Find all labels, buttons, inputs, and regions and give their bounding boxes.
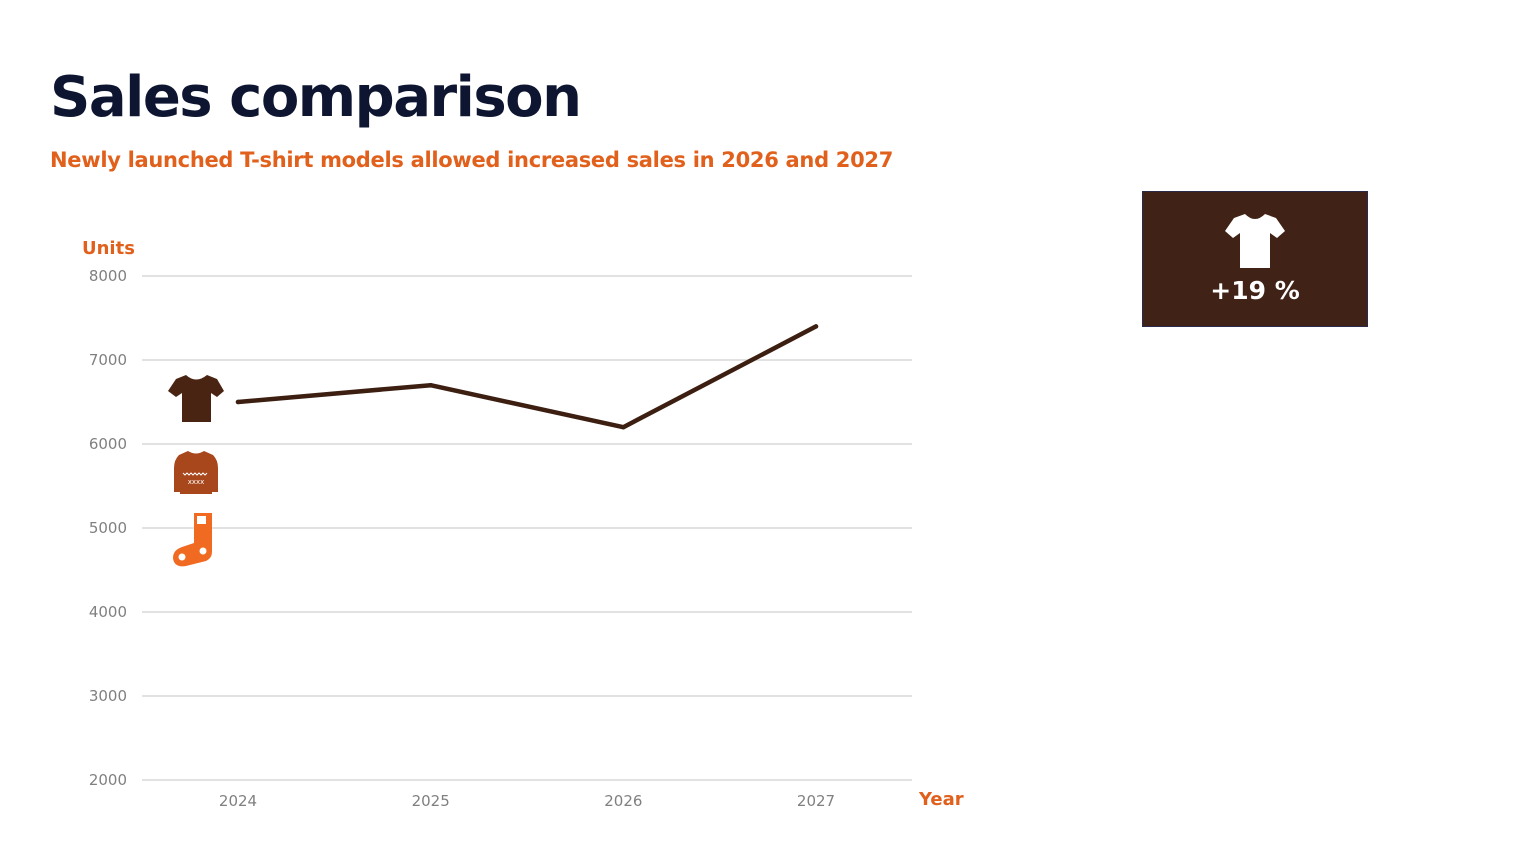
tshirt-icon <box>168 375 224 422</box>
kpi-value: +19 % <box>1210 276 1300 305</box>
page-title: Sales comparison <box>50 65 582 130</box>
data-point <box>428 383 433 388</box>
y-tick-labels: 2000 3000 4000 5000 6000 7000 8000 <box>89 267 127 789</box>
y-axis-title: Units <box>82 238 135 259</box>
y-tick-label: 6000 <box>89 435 127 453</box>
data-point <box>235 399 241 405</box>
sweater-icon: xxxx <box>174 451 218 494</box>
data-point <box>813 324 819 329</box>
y-tick-label: 7000 <box>89 351 127 369</box>
x-tick-labels: 2024 2025 2026 2027 <box>219 792 835 810</box>
svg-text:xxxx: xxxx <box>188 478 205 486</box>
kpi-card: +19 % <box>1142 191 1368 327</box>
sock-icon <box>173 513 212 567</box>
tshirt-icon <box>1225 214 1285 268</box>
x-axis-title: Year <box>918 789 964 810</box>
x-tick-label: 2026 <box>604 792 642 810</box>
y-tick-label: 2000 <box>89 771 127 789</box>
y-tick-label: 8000 <box>89 267 127 285</box>
x-tick-label: 2027 <box>797 792 835 810</box>
page-subtitle: Newly launched T-shirt models allowed in… <box>50 148 894 172</box>
data-points <box>235 324 819 430</box>
y-tick-label: 4000 <box>89 603 127 621</box>
x-tick-label: 2024 <box>219 792 257 810</box>
y-tick-label: 5000 <box>89 519 127 537</box>
y-tick-label: 3000 <box>89 687 127 705</box>
series-line-units <box>235 324 819 430</box>
gridlines <box>142 275 912 781</box>
data-point <box>621 425 626 430</box>
x-tick-label: 2025 <box>412 792 450 810</box>
